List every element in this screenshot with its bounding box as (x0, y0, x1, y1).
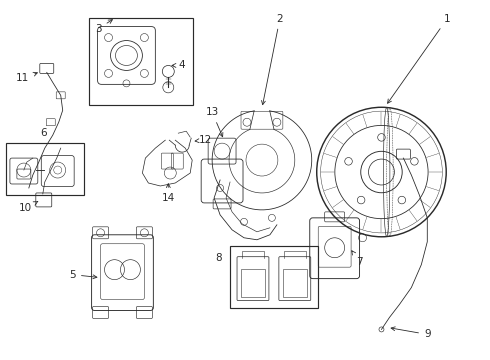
Text: 12: 12 (195, 135, 212, 145)
Bar (230, 246, 318, 307)
Text: 8: 8 (215, 253, 221, 263)
Text: 9: 9 (391, 327, 431, 339)
Bar (241, 269, 265, 297)
Text: 13: 13 (205, 107, 223, 137)
Text: 14: 14 (162, 184, 175, 203)
Text: 7: 7 (352, 251, 363, 267)
Bar (283, 269, 307, 297)
Text: 5: 5 (70, 270, 97, 280)
Text: 10: 10 (19, 202, 38, 213)
Text: 11: 11 (16, 72, 37, 84)
Text: 3: 3 (95, 20, 112, 33)
Text: 6: 6 (41, 128, 47, 138)
Text: 1: 1 (388, 14, 450, 103)
Text: 2: 2 (262, 14, 283, 105)
Bar (6, 143, 84, 195)
Bar (89, 18, 193, 105)
Text: 4: 4 (172, 60, 186, 71)
